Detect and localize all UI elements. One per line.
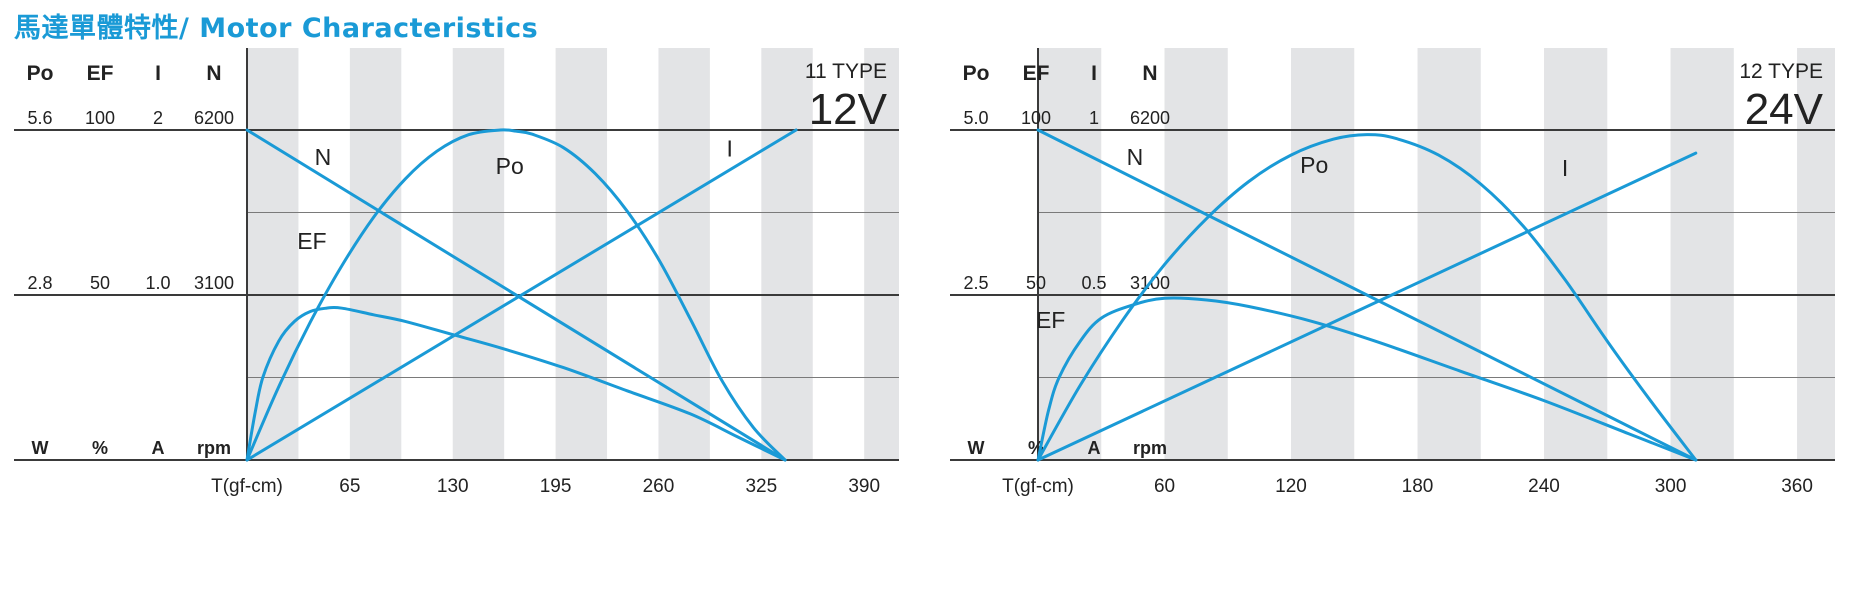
series-label-po: Po	[1300, 152, 1328, 178]
scale-mid-label: 2.5	[963, 273, 988, 293]
unit-label: %	[92, 438, 108, 458]
scale-top-label: 2	[153, 108, 163, 128]
scale-mid-label: 1.0	[145, 273, 170, 293]
series-line-ef	[1036, 296, 1698, 462]
x-tick-label: 325	[745, 476, 777, 497]
unit-label: rpm	[197, 438, 231, 458]
scale-top-label: 100	[85, 108, 115, 128]
x-tick-label: 360	[1781, 476, 1813, 497]
grid-stripe	[555, 48, 608, 460]
grid-stripe	[349, 48, 402, 460]
scale-top-label: 6200	[194, 108, 234, 128]
header-label-po: Po	[27, 62, 54, 85]
x-tick-label: 65	[339, 476, 360, 497]
scale-top-label: 5.0	[963, 108, 988, 128]
header-label-i: I	[1091, 62, 1097, 85]
series-label-po: Po	[496, 153, 524, 179]
unit-label: rpm	[1133, 438, 1167, 458]
series-line-i	[245, 128, 798, 462]
unit-label: W	[968, 438, 985, 458]
scale-top-label: 6200	[1130, 108, 1170, 128]
unit-label: A	[1088, 438, 1101, 458]
x-tick-label: 60	[1154, 476, 1175, 497]
grid-stripe	[1797, 48, 1835, 460]
scale-mid-label: 2.8	[27, 273, 52, 293]
x-tick-label: 195	[540, 476, 572, 497]
header-label-ef: EF	[87, 62, 114, 85]
grid-stripe	[864, 48, 899, 460]
grid-stripe	[1544, 48, 1608, 460]
x-axis-label: T(gf-cm)	[1002, 476, 1074, 497]
grid-stripe	[1038, 48, 1102, 460]
grid-stripe	[1670, 48, 1734, 460]
series-line-i	[1036, 151, 1698, 462]
voltage-label: 24V	[1745, 85, 1824, 134]
x-tick-label: 130	[437, 476, 469, 497]
grid-stripe	[658, 48, 710, 460]
scale-mid-label: 0.5	[1081, 273, 1106, 293]
scale-mid-label: 3100	[194, 273, 234, 293]
x-tick-label: 300	[1655, 476, 1687, 497]
voltage-label: 12V	[809, 85, 888, 134]
grid-stripe	[247, 48, 299, 460]
scale-mid-label: 50	[1026, 273, 1046, 293]
grid-stripe	[452, 48, 505, 460]
series-line-po	[245, 128, 787, 462]
grid-stripe	[1291, 48, 1355, 460]
x-tick-label: 390	[848, 476, 880, 497]
scale-top-label: 1	[1089, 108, 1099, 128]
type-label: 11 TYPE	[805, 60, 887, 83]
grid-stripe	[1417, 48, 1481, 460]
header-label-n: N	[1142, 62, 1157, 85]
header-label-i: I	[155, 62, 161, 85]
grid-stripe	[761, 48, 813, 460]
series-label-i: I	[726, 135, 732, 161]
x-tick-label: 180	[1402, 476, 1434, 497]
series-line-n	[245, 128, 787, 462]
page-title: 馬達單體特性/ Motor Characteristics	[14, 13, 539, 44]
series-label-i: I	[1562, 155, 1568, 181]
series-label-n: N	[1127, 144, 1144, 170]
scale-top-label: 100	[1021, 108, 1051, 128]
header-label-ef: EF	[1023, 62, 1050, 85]
x-tick-label: 240	[1528, 476, 1560, 497]
x-tick-label: 260	[643, 476, 675, 497]
series-line-po	[1036, 133, 1698, 462]
scale-top-label: 5.6	[27, 108, 52, 128]
unit-label: A	[152, 438, 165, 458]
series-label-n: N	[315, 144, 332, 170]
header-label-po: Po	[963, 62, 990, 85]
header-label-n: N	[206, 62, 221, 85]
series-line-n	[1036, 128, 1698, 462]
scale-mid-label: 50	[90, 273, 110, 293]
series-label-ef: EF	[1036, 307, 1065, 333]
x-axis-label: T(gf-cm)	[211, 476, 283, 497]
unit-label: W	[32, 438, 49, 458]
series-line-ef	[245, 306, 787, 462]
type-label: 12 TYPE	[1739, 60, 1823, 83]
series-label-ef: EF	[297, 228, 326, 254]
x-tick-label: 120	[1275, 476, 1307, 497]
